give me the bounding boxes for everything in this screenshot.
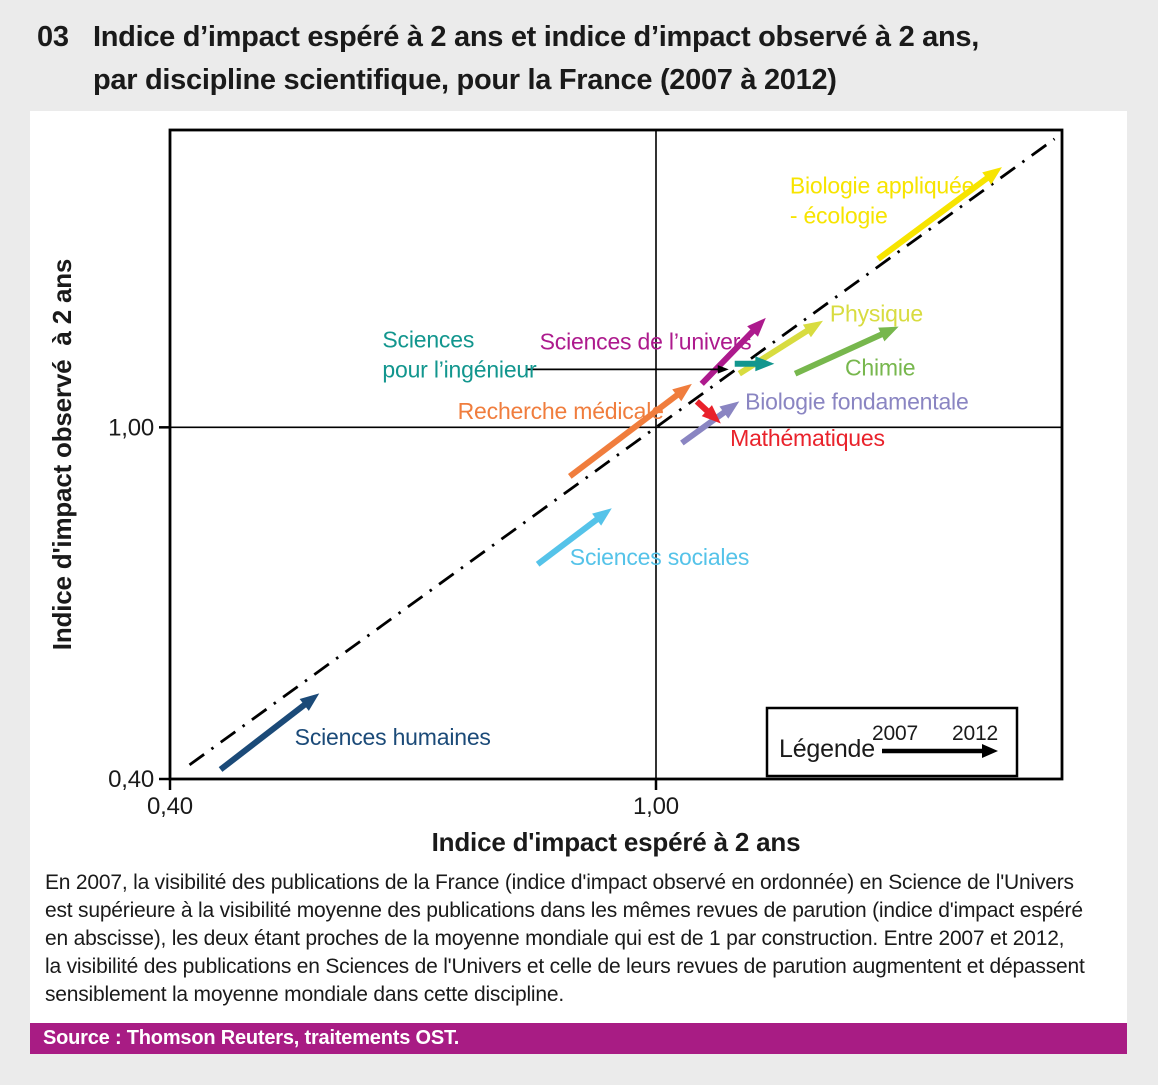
arrow-biologie-fondamentale-shaft (680, 406, 730, 446)
arrow-biologie-appliquee-ecologie-head (982, 167, 1002, 185)
figure-title-line1: Indice d’impact espéré à 2 ans et indice… (93, 21, 980, 53)
arrow-label-mathematiques: Mathématiques (730, 425, 885, 451)
leader-sciences-pour-l-ingenieur-head (717, 365, 729, 374)
caption-line: En 2007, la visibilité des publications … (45, 871, 1074, 894)
caption-line: est supérieure à la visibilité moyenne d… (45, 899, 1083, 922)
arrow-recherche-medicale-shaft (567, 389, 683, 479)
arrow-label-biologie-fondamentale: Biologie fondamentale (745, 388, 968, 414)
arrow-biologie-fondamentale-head (719, 401, 740, 419)
arrow-label-physique: Physique (830, 300, 923, 326)
arrow-sciences-humaines-shaft (218, 699, 311, 772)
caption-line: sensiblement la moyenne mondiale dans ce… (45, 983, 564, 1006)
arrow-sciences-de-l-univers-shaft (699, 325, 759, 386)
arrow-sciences-de-l-univers-head (747, 317, 766, 337)
chart: 0,40 1,00 0,40 1,00 Indice d'impact espéré à… (47, 128, 1064, 857)
chart-panel: 0,40 1,00 0,40 1,00 Indice d'impact espéré à… (30, 111, 1127, 1023)
arrow-label-recherche-medicale: Recherche médicale (458, 398, 664, 424)
caption: En 2007, la visibilité des publications … (45, 869, 1125, 1009)
arrow-mathematiques-head (701, 405, 721, 424)
identity-line (188, 137, 1056, 767)
x-axis-tick-label: 1,00 (633, 793, 679, 820)
arrow-label-sciences-pour-l-ingenieur: pour l’ingénieur (382, 357, 537, 383)
plot-border (168, 128, 1064, 781)
figure-title-line2: par discipline scientifique, pour la Fra… (93, 64, 837, 96)
arrow-chimie-head (878, 326, 899, 342)
caption-line: la visibilité des publications en Scienc… (45, 955, 1085, 978)
arrow-physique-head (802, 320, 823, 338)
source-text: Source : Thomson Reuters, traitements OS… (43, 1027, 460, 1049)
arrow-chimie-shaft (793, 329, 888, 377)
legend-box (765, 706, 1019, 778)
legend-title: Légende (779, 735, 875, 763)
figure-header: 03 Indice d’impact espéré à 2 ans et ind… (37, 16, 979, 102)
arrow-label-chimie: Chimie (845, 354, 915, 380)
arrow-label-biologie-appliquee-ecologie: - écologie (790, 202, 888, 228)
arrow-biologie-appliquee-ecologie-shaft (876, 172, 993, 262)
figure-number: 03 (37, 21, 69, 53)
arrow-sciences-pour-l-ingenieur-head (755, 356, 775, 372)
arrow-recherche-medicale-head (672, 383, 692, 402)
source-bar: Source : Thomson Reuters, traitements OS… (30, 1023, 1127, 1054)
y-axis-tick-label: 1,00 (108, 414, 154, 441)
legend-year-start: 2007 (872, 722, 918, 745)
arrow-label-biologie-appliquee-ecologie: Biologie appliquée (790, 172, 974, 198)
arrow-sciences-sociales-shaft (535, 514, 603, 567)
figure-title: Indice d’impact espéré à 2 ans et indice… (93, 16, 979, 102)
y-axis-tick-label: 0,40 (108, 766, 154, 793)
arrow-label-sciences-pour-l-ingenieur: Sciences (382, 327, 474, 353)
y-axis-title: Indice d'impact observé à 2 ans (47, 259, 77, 650)
x-axis-title: Indice d'impact espéré à 2 ans (432, 827, 801, 857)
arrow-label-sciences-humaines: Sciences humaines (295, 724, 491, 750)
legend-year-end: 2012 (952, 722, 998, 745)
arrow-sciences-humaines-head (299, 693, 320, 711)
arrow-label-sciences-sociales: Sciences sociales (570, 544, 749, 570)
arrow-sciences-sociales-head (592, 508, 612, 526)
caption-line: en abscisse), les deux étant proches de … (45, 927, 1065, 950)
x-axis-tick-label: 0,40 (147, 793, 193, 820)
legend-arrow-head (982, 744, 998, 758)
arrow-label-sciences-de-l-univers: Sciences de l’univers (540, 328, 752, 354)
